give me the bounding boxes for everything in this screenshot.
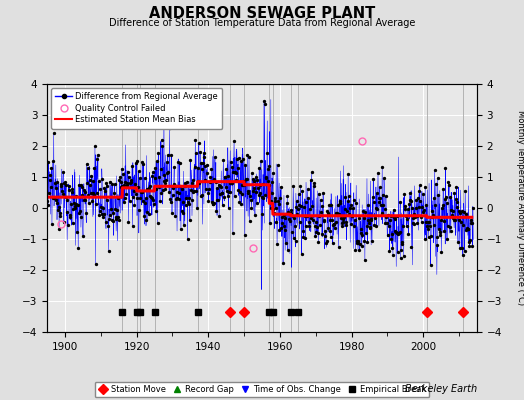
Text: Difference of Station Temperature Data from Regional Average: Difference of Station Temperature Data f… <box>109 18 415 28</box>
Legend: Station Move, Record Gap, Time of Obs. Change, Empirical Break: Station Move, Record Gap, Time of Obs. C… <box>95 382 429 397</box>
Text: ANDERSON SEWAGE PLANT: ANDERSON SEWAGE PLANT <box>149 6 375 21</box>
Y-axis label: Monthly Temperature Anomaly Difference (°C): Monthly Temperature Anomaly Difference (… <box>516 110 524 306</box>
Text: Berkeley Earth: Berkeley Earth <box>405 384 477 394</box>
